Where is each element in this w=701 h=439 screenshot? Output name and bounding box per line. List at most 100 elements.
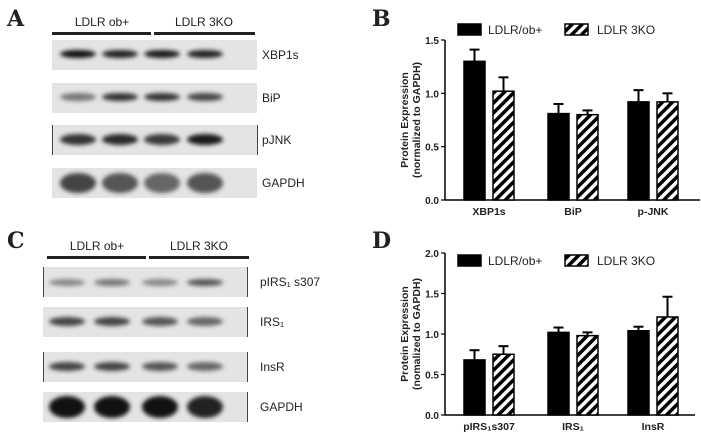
blot-border bbox=[247, 352, 248, 382]
blot-border bbox=[247, 392, 248, 422]
protein-band bbox=[49, 279, 85, 286]
y-tick-label: 1.5 bbox=[425, 290, 439, 301]
blot-border bbox=[247, 307, 248, 337]
blot-label: GAPDH bbox=[262, 176, 305, 190]
x-tick-label: InsR bbox=[642, 421, 665, 433]
group-line-ob bbox=[52, 32, 151, 35]
y-tick-label: 1.5 bbox=[425, 36, 439, 47]
protein-band bbox=[144, 93, 180, 101]
bar-solid bbox=[627, 101, 650, 201]
x-tick-label: BiP bbox=[564, 206, 582, 218]
group-line-3ko bbox=[154, 32, 255, 35]
group-label-ob: LDLR ob+ bbox=[74, 15, 130, 29]
western-blot-2 bbox=[43, 352, 247, 382]
group-label-3ko: LDLR 3KO bbox=[169, 239, 229, 253]
bar-hatched bbox=[576, 113, 599, 201]
protein-band bbox=[187, 93, 223, 101]
protein-band bbox=[187, 173, 223, 193]
bar-solid bbox=[547, 112, 570, 201]
bar-solid bbox=[463, 359, 486, 416]
protein-band bbox=[142, 362, 178, 371]
blot-label: InsR bbox=[260, 360, 285, 374]
y-axis-label: Protein Expression bbox=[399, 286, 411, 382]
y-axis-label: (normalized to GAPDH) bbox=[411, 62, 423, 178]
protein-band bbox=[94, 317, 130, 326]
legend-swatch-solid bbox=[457, 23, 482, 36]
western-blot-1 bbox=[52, 83, 257, 113]
blot-border bbox=[52, 125, 53, 155]
blot-label: XBP1s bbox=[262, 48, 299, 62]
protein-band bbox=[187, 279, 223, 286]
legend-label: LDLR/ob+ bbox=[488, 254, 542, 268]
y-tick-label: 0.0 bbox=[425, 196, 439, 207]
blot-border bbox=[257, 125, 258, 155]
protein-band bbox=[142, 317, 178, 326]
legend-swatch-hatched bbox=[564, 254, 589, 267]
protein-band bbox=[102, 134, 138, 145]
bar-hatched bbox=[492, 90, 515, 201]
protein-band bbox=[94, 279, 130, 286]
group-label-3ko: LDLR 3KO bbox=[174, 15, 234, 29]
group-line-3ko bbox=[149, 256, 249, 259]
legend-swatch-hatched bbox=[564, 23, 589, 36]
bar-hatched bbox=[656, 101, 679, 201]
x-tick-label: p-JNK bbox=[638, 206, 669, 218]
legend-label: LDLR/ob+ bbox=[488, 23, 542, 37]
bar-hatched bbox=[576, 334, 599, 416]
protein-band bbox=[144, 173, 180, 193]
y-tick-label: 0.5 bbox=[425, 143, 439, 154]
blot-label: GAPDH bbox=[260, 400, 303, 414]
protein-band bbox=[187, 396, 223, 418]
x-tick-label: IRS₁ bbox=[562, 421, 584, 433]
blot-border bbox=[43, 352, 44, 382]
bar-hatched bbox=[656, 316, 679, 416]
protein-band bbox=[49, 317, 85, 326]
panel-label-c: C bbox=[7, 228, 25, 254]
protein-band bbox=[102, 93, 138, 101]
y-axis-label: (nomalized to GAPDH) bbox=[411, 278, 423, 390]
legend-label: LDLR 3KO bbox=[597, 254, 655, 268]
western-blot-2 bbox=[52, 125, 257, 155]
y-axis-label: Protein Expression bbox=[399, 72, 411, 168]
protein-band bbox=[49, 396, 85, 418]
group-label-ob: LDLR ob+ bbox=[69, 239, 125, 253]
blot-border bbox=[43, 267, 44, 297]
x-tick-label: XBP1s bbox=[472, 206, 505, 218]
protein-band bbox=[187, 134, 223, 145]
y-tick-label: 0.0 bbox=[425, 411, 439, 422]
panel-label-a: A bbox=[7, 6, 25, 32]
panel-label-b: B bbox=[372, 6, 391, 32]
protein-band bbox=[60, 134, 96, 145]
protein-band bbox=[60, 50, 96, 58]
y-tick-label: 1.0 bbox=[425, 89, 439, 100]
protein-band bbox=[94, 362, 130, 371]
western-blot-1 bbox=[43, 307, 247, 337]
y-tick-label: 2.0 bbox=[425, 249, 439, 260]
western-blot-0 bbox=[52, 40, 257, 70]
western-blot-3 bbox=[43, 392, 247, 422]
bar-hatched bbox=[492, 353, 515, 416]
panel-label-d: D bbox=[372, 228, 392, 254]
protein-band bbox=[144, 50, 180, 58]
protein-band bbox=[144, 134, 180, 145]
blot-label: IRS₁ bbox=[260, 315, 285, 329]
protein-band bbox=[187, 362, 223, 371]
protein-band bbox=[49, 362, 85, 371]
blot-label: pIRS₁ s307 bbox=[260, 275, 321, 289]
blot-label: BiP bbox=[262, 91, 281, 105]
protein-band bbox=[94, 396, 130, 418]
protein-band bbox=[102, 50, 138, 58]
protein-band bbox=[60, 93, 96, 101]
bar-solid bbox=[627, 330, 650, 416]
bar-solid bbox=[547, 331, 570, 416]
bar-solid bbox=[463, 60, 486, 201]
western-blot-3 bbox=[52, 168, 257, 198]
protein-band bbox=[142, 396, 178, 418]
western-blot-0 bbox=[43, 267, 247, 297]
x-tick-label: pIRS₁s307 bbox=[463, 421, 515, 433]
blot-label: pJNK bbox=[262, 133, 292, 147]
protein-band bbox=[60, 173, 96, 193]
legend-swatch-solid bbox=[457, 254, 482, 267]
